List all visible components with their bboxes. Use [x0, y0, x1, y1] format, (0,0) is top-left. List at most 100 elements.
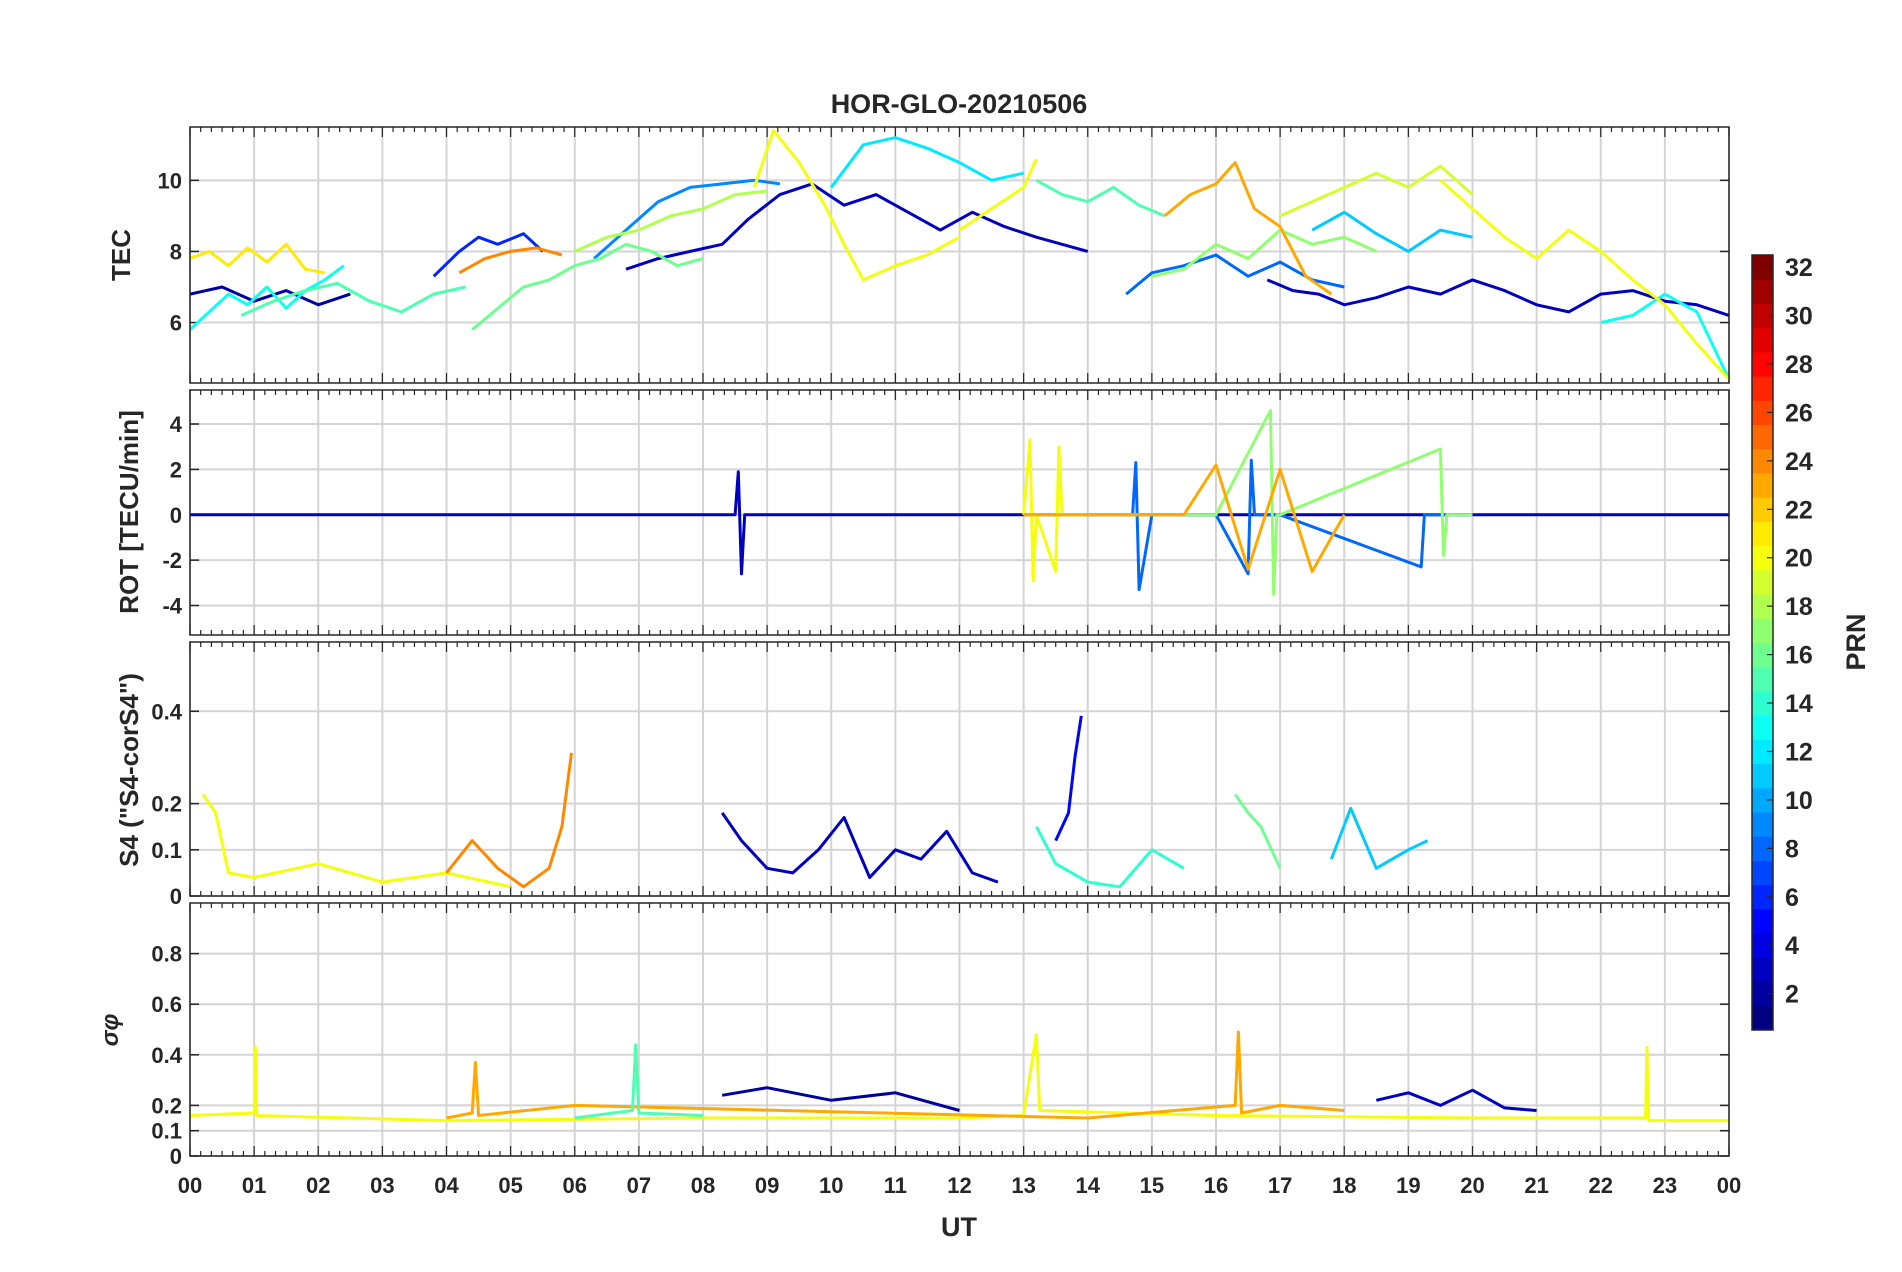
- tec-series-prn-18: [574, 189, 768, 253]
- rot-series-prn-8: [1023, 458, 1473, 592]
- colorbar-cell: [1752, 860, 1773, 886]
- colorbar-cell: [1752, 545, 1773, 571]
- colorbar-cell: [1752, 642, 1773, 668]
- x-tick-label: 16: [1204, 1173, 1228, 1198]
- x-tick-label: 00: [178, 1173, 202, 1198]
- x-tick-label: 04: [434, 1173, 459, 1198]
- tec-series-prn-20: [958, 158, 1038, 232]
- tec-series-prn-16: [471, 242, 704, 331]
- tec-series-prn-21: [190, 242, 325, 275]
- panel-s4: 0 0.1 0.2 0.4 S4 ("S4-corS4"): [114, 641, 1730, 909]
- tec-y-tick-label: 10: [158, 168, 182, 193]
- colorbar-cell: [1752, 836, 1773, 861]
- colorbar-cell: [1752, 812, 1773, 837]
- colorbar-cell: [1752, 884, 1773, 910]
- colorbar-tick-label: 14: [1785, 690, 1813, 718]
- colorbar-cell: [1752, 255, 1773, 280]
- colorbar-cell: [1752, 690, 1773, 716]
- s4-series-prn-11: [1329, 806, 1429, 870]
- s4-y-tick-label: 0.1: [151, 838, 182, 863]
- colorbar-tick-label: 30: [1785, 303, 1813, 331]
- colorbar-tick-label: 2: [1785, 981, 1799, 1009]
- sigma-phi-y-label: σφ: [97, 1013, 124, 1046]
- colorbar-cell: [1752, 739, 1773, 765]
- tec-series-prn-2: [190, 285, 351, 307]
- x-axis-ticks: 00 01 02 03 04 05 06 07 08 09 10 11 12 13 14 15 16 17 18 19…: [178, 1173, 1741, 1198]
- sigma-phi-y-tick-label: 0.2: [151, 1093, 182, 1118]
- tec-series-prn-6: [432, 232, 544, 278]
- tec-series-prn-12: [830, 136, 1024, 189]
- colorbar-tick-label: 20: [1785, 545, 1813, 573]
- sigma-phi-y-tick-label: 0.1: [151, 1119, 182, 1144]
- rot-y-tick-label: 0: [170, 503, 182, 528]
- x-tick-label: 11: [884, 1173, 907, 1198]
- x-tick-label: 03: [370, 1173, 394, 1198]
- colorbar-cell: [1752, 521, 1773, 547]
- colorbar-cell: [1752, 666, 1773, 692]
- x-tick-label: 21: [1524, 1173, 1548, 1198]
- rot-y-tick-label: -4: [162, 594, 182, 619]
- colorbar-tick-label: 10: [1785, 787, 1813, 815]
- x-tick-label: 19: [1396, 1173, 1420, 1198]
- rot-y-tick-label: 2: [170, 457, 182, 482]
- rot-y-label: ROT [TECU/min]: [114, 410, 144, 614]
- tec-series-prn-13: [190, 264, 345, 331]
- x-tick-label: 09: [755, 1173, 779, 1198]
- s4-series-prn-16: [1233, 793, 1282, 869]
- colorbar-tick-label: 26: [1785, 399, 1813, 427]
- panel-rot: -4 -2 0 2 4 ROT [TECU/min]: [114, 389, 1730, 636]
- tec-series-prn-19: [1279, 164, 1474, 218]
- rot-y-tick-label: 4: [170, 412, 183, 437]
- colorbar-tick-label: 6: [1785, 884, 1799, 912]
- colorbar-cell: [1752, 497, 1773, 522]
- s4-series-prn-5: [1054, 715, 1083, 842]
- x-tick-label: 18: [1332, 1173, 1356, 1198]
- x-tick-label: 00: [1717, 1173, 1741, 1198]
- colorbar-tick-label: 28: [1785, 351, 1813, 379]
- s4-series-prn-20: [201, 793, 511, 889]
- tec-series-prn-20: [1439, 179, 1729, 381]
- tec-series-prn-3: [625, 182, 1089, 271]
- colorbar-cell: [1752, 569, 1773, 595]
- colorbar-cell: [1752, 376, 1773, 401]
- sigma-phi-y-tick-label: 0.4: [151, 1043, 182, 1068]
- tec-series-prn-15: [240, 281, 467, 317]
- colorbar-cell: [1752, 424, 1773, 450]
- s4-y-tick-label: 0.4: [151, 699, 182, 724]
- colorbar-tick-label: 8: [1785, 835, 1799, 863]
- rot-y-tick-label: -2: [162, 548, 182, 573]
- rot-series-prn-23: [1023, 463, 1346, 573]
- tec-series-prn-9: [593, 178, 781, 260]
- tec-series-prn-23: [1163, 161, 1333, 296]
- x-tick-label: 05: [498, 1173, 522, 1198]
- sigma-phi-y-tick-label: 0.8: [151, 942, 182, 967]
- sigma-phi-y-ticks: 00.10.2 0.4 0.6 0.8: [151, 903, 1730, 1169]
- s4-y-tick-label: 0: [170, 884, 182, 909]
- tec-series-prn-24: [458, 246, 563, 275]
- s4-y-tick-label: 0.2: [151, 792, 182, 817]
- tec-series-prn-17: [1151, 228, 1377, 278]
- tec-y-label: TEC: [106, 229, 136, 281]
- colorbar-tick-label: 12: [1785, 738, 1813, 766]
- tec-series-prn-15: [1035, 178, 1166, 218]
- colorbar-cell: [1752, 400, 1773, 426]
- x-axis-label: UT: [941, 1212, 977, 1242]
- x-tick-label: 06: [563, 1173, 587, 1198]
- tec-series-prn-13: [1600, 292, 1729, 381]
- sigma-phi-frame: [189, 902, 1730, 1157]
- x-tick-label: 01: [242, 1173, 266, 1198]
- colorbar-tick-label: 18: [1785, 593, 1813, 621]
- colorbar-tick-label: 16: [1785, 642, 1813, 670]
- colorbar-cell: [1752, 1005, 1773, 1031]
- x-tick-label: 13: [1011, 1173, 1035, 1198]
- x-tick-label: 20: [1460, 1173, 1484, 1198]
- sigma-phi-series-prn-20: [190, 1033, 1729, 1123]
- colorbar-cell: [1752, 351, 1773, 377]
- tec-y-tick-label: 8: [170, 239, 182, 264]
- tec-y-tick-label: 6: [170, 311, 182, 336]
- sigma-phi-y-tick-label: 0: [170, 1144, 182, 1169]
- sigma-phi-series-prn-23: [446, 1030, 1345, 1120]
- x-tick-label: 15: [1140, 1173, 1164, 1198]
- s4-series-prn-3: [720, 812, 999, 884]
- x-tick-label: 12: [947, 1173, 971, 1198]
